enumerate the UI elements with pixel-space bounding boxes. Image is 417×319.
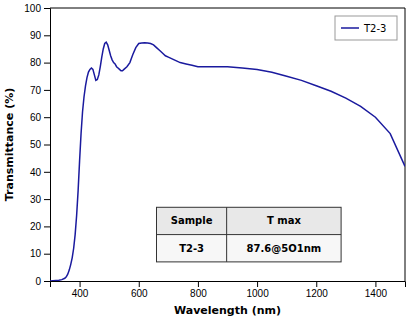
tick-mark	[44, 281, 50, 282]
legend-swatch	[341, 27, 359, 29]
tick-label: 20	[30, 221, 42, 232]
tick-mark	[44, 199, 50, 200]
frame	[50, 8, 405, 9]
tick-mark	[44, 8, 50, 9]
tick-mark	[44, 226, 50, 227]
legend-label: T2-3	[363, 23, 386, 34]
y-axis: 0 10 20 30 40 50 60 70 80 90 100	[24, 3, 50, 287]
tick: 80	[30, 57, 50, 68]
table-header: Sample	[171, 215, 213, 226]
tick-label: 1200	[306, 288, 329, 299]
tick: 800	[190, 281, 207, 299]
tick-mark	[44, 145, 50, 146]
legend: T2-3	[335, 16, 397, 40]
tick-label: 800	[190, 288, 207, 299]
tick-label: 1400	[365, 288, 388, 299]
tick: 100	[24, 3, 50, 14]
tick-mark	[139, 281, 140, 287]
tick-mark	[257, 281, 258, 287]
tick: 60	[30, 112, 50, 123]
tick: 30	[30, 194, 50, 205]
table-cell: 87.6@5O1nm	[247, 243, 322, 254]
table-header-bg	[157, 207, 342, 234]
tick: 70	[30, 85, 50, 96]
table-cell-bg	[157, 235, 342, 262]
tick-mark	[316, 281, 317, 287]
axis-line	[44, 9, 51, 282]
table-border	[157, 207, 342, 262]
y-axis-title: Transmittance (%)	[3, 88, 16, 201]
tick-label: 400	[72, 288, 89, 299]
tick: 1000	[246, 281, 269, 299]
tick: 600	[131, 281, 148, 299]
tick-mark	[44, 254, 50, 255]
legend-box	[335, 16, 397, 40]
chart: 400 600 800 1000 1200 1400 0 10 20 30 40 50 60 70 80 90…	[0, 0, 417, 319]
tick-label: 0	[35, 276, 41, 287]
x-axis: 400 600 800 1000 1200 1400	[51, 281, 406, 299]
table-divider	[157, 234, 342, 235]
table-header: T max	[267, 215, 301, 226]
tick-mark	[44, 172, 50, 173]
table: Sample T max T2-3 87.6@5O1nm	[157, 207, 342, 262]
tick-mark	[198, 281, 199, 287]
tick: 0	[35, 276, 50, 287]
tick-mark	[44, 35, 50, 36]
tick: 1200	[306, 281, 329, 299]
tick-label: 70	[30, 85, 42, 96]
plot: 400 600 800 1000 1200 1400 0 10 20 30 40 50 60 70 80 90…	[24, 3, 405, 299]
tick: 1400	[365, 281, 388, 299]
tick-label: 30	[30, 194, 42, 205]
tick-mark	[44, 117, 50, 118]
line	[50, 42, 405, 281]
lines	[50, 42, 405, 281]
tick-label: 40	[30, 167, 42, 178]
tick: 20	[30, 221, 50, 232]
tick-mark	[44, 90, 50, 91]
tick: 400	[72, 281, 89, 299]
tick-mark	[44, 63, 50, 64]
tick-label: 90	[30, 30, 42, 41]
table-cell: T2-3	[179, 243, 204, 254]
tick-mark	[80, 281, 81, 287]
tick-label: 600	[131, 288, 148, 299]
tick: 10	[30, 248, 50, 259]
tick: 90	[30, 30, 50, 41]
tick-label: 1000	[246, 288, 269, 299]
tick-label: 60	[30, 112, 42, 123]
tick: 40	[30, 167, 50, 178]
x-axis-title: Wavelength (nm)	[174, 304, 281, 317]
tick-label: 50	[30, 139, 42, 150]
frame	[405, 8, 406, 281]
tick-mark	[375, 281, 376, 287]
tick-label: 80	[30, 57, 42, 68]
legend-item: T2-3	[341, 23, 386, 34]
tick-label: 100	[24, 3, 41, 14]
tick: 50	[30, 139, 50, 150]
tick-label: 10	[30, 248, 42, 259]
axis-line	[51, 282, 406, 288]
